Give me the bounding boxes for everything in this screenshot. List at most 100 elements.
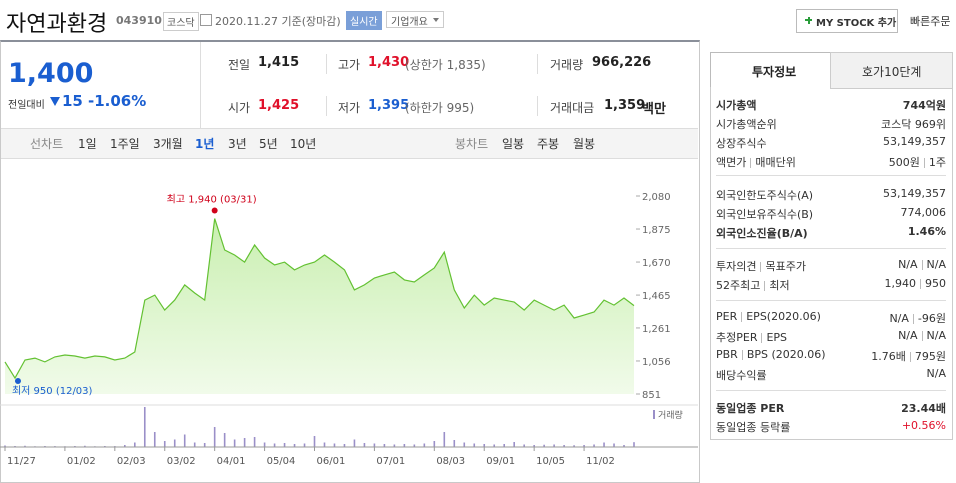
x-tick-label: 02/03 [117, 456, 146, 467]
value-text: 1.76배 [871, 350, 906, 363]
volume-bar [423, 443, 426, 447]
x-tick-label: 07/01 [376, 456, 405, 467]
current-price: 1,400 [8, 58, 94, 89]
label-text: 액면가 [716, 156, 747, 169]
label-text: PER [716, 310, 738, 323]
period-tab[interactable]: 1년 [195, 137, 215, 151]
period-tab[interactable]: 3년 [228, 137, 247, 151]
info-row: 동일업종 등락률 +0.56% [716, 419, 946, 437]
candle-tab[interactable]: 월봉 [573, 137, 596, 151]
realtime-badge[interactable]: 실시간 [346, 11, 382, 30]
down-triangle [50, 97, 60, 106]
volume-bar [243, 438, 246, 447]
volume-bar [253, 437, 256, 447]
info-value: N/A N/A [898, 258, 946, 271]
period-tab[interactable]: 1일 [78, 137, 97, 151]
volume-bar [433, 441, 436, 447]
info-label: 상장주식수 [716, 135, 767, 151]
value-text: 코스닥 969위 [881, 118, 946, 131]
volume-bar [24, 445, 26, 447]
volume-bar [493, 444, 496, 447]
group-divider [716, 300, 946, 301]
info-label: PER EPS(2020.06) [716, 310, 821, 323]
info-label: 동일업종 등락률 [716, 419, 790, 435]
y-tick-label: 1,465 [642, 291, 671, 302]
value-text: N/A [926, 367, 946, 380]
info-value: N/A [927, 367, 946, 380]
divider [326, 96, 327, 116]
info-row: PBR BPS (2020.06) 1.76배 795원 [716, 348, 946, 366]
info-label: 시가총액순위 [716, 116, 777, 132]
info-tab-label: 호가10단계 [862, 65, 922, 79]
label-text: 목표주가 [765, 260, 806, 273]
group-divider [716, 248, 946, 249]
label-text: PBR [716, 348, 738, 361]
separator [741, 350, 743, 360]
volume-bar [273, 443, 276, 447]
plus-icon-v [807, 16, 810, 24]
volume-bar [133, 442, 136, 447]
value-text: N/A [898, 258, 918, 271]
volume-bar [413, 444, 416, 447]
group-divider [716, 175, 946, 176]
separator [750, 158, 752, 168]
volume-bar [4, 445, 6, 447]
info-row: 상장주식수 53,149,357 [716, 135, 946, 153]
low-value: 1,395 [368, 98, 410, 113]
low-annotation: 최저 950 (12/03) [12, 385, 93, 397]
separator [761, 333, 763, 343]
label-text: 동일업종 등락률 [716, 421, 791, 434]
volume-bar [263, 442, 266, 447]
candle-chart-label: 봉차트 [455, 137, 489, 151]
y-tick-label: 1,670 [642, 258, 671, 269]
volume-bar [613, 443, 615, 447]
candle-tab[interactable]: 주봉 [537, 137, 560, 151]
x-tick-label: 06/01 [317, 456, 346, 467]
value-text: N/A [926, 258, 946, 271]
info-label: 투자의견 목표주가 [716, 258, 806, 274]
mystock-button[interactable]: MY STOCK 추가 [796, 9, 898, 33]
volume-bar [173, 439, 176, 447]
x-tick-label: 09/01 [486, 456, 515, 467]
volume-bar [403, 444, 406, 447]
info-label: 시가총액 [716, 97, 756, 113]
divider [537, 54, 538, 74]
period-tab[interactable]: 1주일 [110, 137, 140, 151]
info-row: 외국인소진율(B/A) 1.46% [716, 225, 946, 243]
volume-bar [563, 445, 565, 447]
candle-tab[interactable]: 일봉 [502, 137, 525, 151]
value-text: 774,006 [900, 206, 947, 219]
x-tick-label: 11/27 [7, 456, 36, 467]
info-label: 52주최고 최저 [716, 277, 790, 293]
divider [326, 54, 327, 74]
quick-order[interactable]: 빠른주문 [910, 15, 951, 28]
info-value: 1.76배 795원 [871, 348, 946, 364]
info-tab-inactive[interactable] [830, 52, 953, 89]
info-label: 동일업종 PER [716, 400, 784, 416]
separator [923, 158, 925, 168]
info-value: N/A N/A [898, 329, 946, 342]
price-line [4, 218, 635, 380]
info-row: 외국인한도주식수(A) 53,149,357 [716, 187, 946, 205]
volume-bar [213, 427, 216, 447]
info-value: 1,940 950 [885, 277, 947, 290]
separator [760, 262, 762, 272]
separator [909, 352, 911, 362]
divider [537, 96, 538, 116]
period-tab[interactable]: 10년 [290, 137, 317, 151]
prev-value: 1,415 [258, 55, 300, 70]
info-tab-active[interactable] [710, 52, 831, 88]
info-label: 외국인보유주식수(B) [716, 206, 813, 222]
volume-bar [153, 432, 156, 447]
volume-bar [233, 439, 236, 447]
info-value: 500원 1주 [889, 154, 946, 170]
open-label: 시가 [228, 101, 251, 115]
market-badge: 코스닥 [163, 12, 199, 31]
period-tab[interactable]: 5년 [259, 137, 278, 151]
label-text: BPS (2020.06) [746, 348, 826, 361]
period-tab[interactable]: 3개월 [153, 137, 183, 151]
overview-select[interactable]: 기업개요 [386, 11, 444, 28]
separator [912, 314, 914, 324]
info-label: 추정PER EPS [716, 329, 787, 345]
low-marker [14, 378, 21, 385]
